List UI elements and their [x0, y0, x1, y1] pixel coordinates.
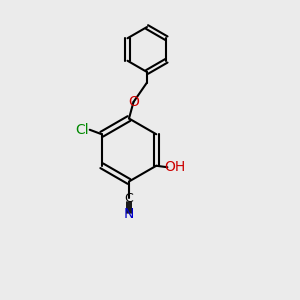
Text: N: N	[124, 208, 134, 221]
Text: O: O	[128, 95, 139, 109]
Text: C: C	[124, 191, 134, 205]
Text: OH: OH	[164, 160, 185, 174]
Text: Cl: Cl	[75, 123, 89, 137]
